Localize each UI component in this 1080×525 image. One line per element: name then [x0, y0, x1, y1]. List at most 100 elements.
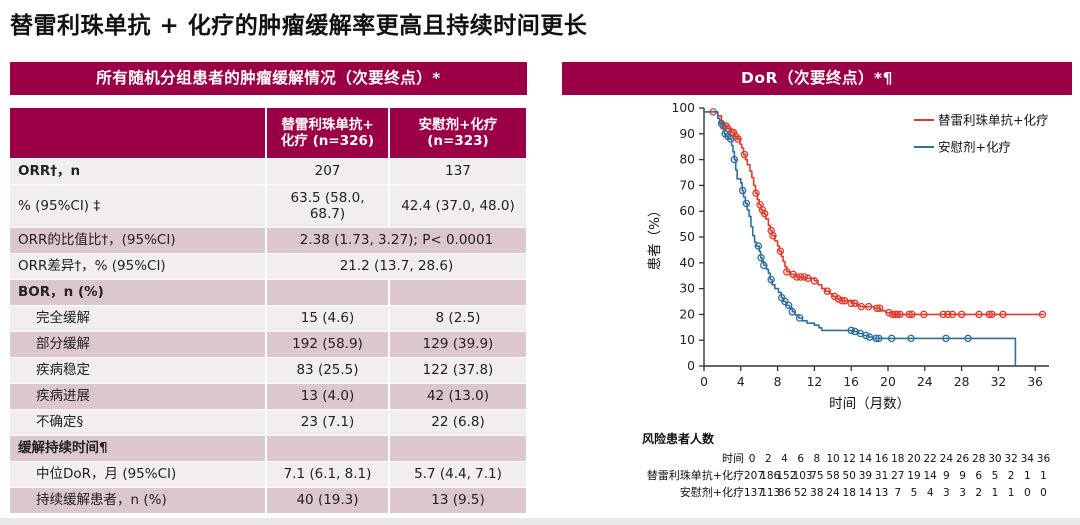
censor-mark — [905, 310, 913, 319]
value-cell: 13 (4.0) — [267, 384, 388, 409]
merged-value: 2.38 (1.73, 3.27); P< 0.0001 — [267, 228, 526, 253]
censor-mark — [873, 304, 881, 312]
row-label: 部分缓解 — [10, 332, 265, 357]
censor-mark — [841, 296, 849, 305]
censor-mark — [730, 155, 739, 164]
legend-label: 替雷利珠单抗+化疗 — [938, 113, 1048, 128]
risk-count: 28 — [972, 453, 986, 465]
y-tick-label: 50 — [679, 230, 695, 244]
censor-mark — [726, 135, 735, 143]
censor-mark — [847, 326, 855, 335]
table-row: ORR†，n 207 137 — [10, 159, 527, 184]
row-label: ORR†，n — [10, 159, 265, 184]
risk-time-row: 时间 0 2 4 6 8 10 12 14 16 18 20 22 24 26 28 30 32 34 36 — [562, 450, 1070, 467]
censor-mark — [738, 186, 747, 195]
risk-count: 1 — [1040, 470, 1047, 482]
km-chart: 0 10 20 30 40 50 60 70 80 90 100 0 4 8 12 16 20 24 28 32 36 时… — [647, 101, 1049, 412]
x-axis-label: 时间（月数） — [829, 396, 910, 412]
risk-series-row: 安慰剂+化疗 137 113 86 52 38 24 18 14 13 7 5 4 3 3 2 1 1 0 0 — [562, 484, 1070, 501]
censor-mark — [760, 210, 769, 218]
y-tick-label: 60 — [679, 204, 695, 218]
risk-count: 18 — [842, 487, 856, 499]
risk-count: 39 — [858, 470, 873, 482]
censor-mark — [888, 310, 897, 319]
risk-count: 5 — [910, 487, 918, 499]
risk-count: 19 — [907, 470, 921, 482]
censor-mark — [907, 334, 915, 343]
censor-mark — [985, 310, 993, 319]
row-label: 疾病进展 — [10, 384, 265, 409]
risk-count: 1 — [991, 487, 999, 499]
censor-mark — [800, 273, 809, 281]
censor-mark — [793, 273, 801, 281]
value-cell: 8 (2.5) — [390, 306, 526, 331]
row-label: BOR，n (%) — [10, 280, 265, 305]
risk-row-label: 替雷利珠单抗+化疗 — [646, 469, 744, 482]
row-label: 不确定§ — [10, 410, 265, 435]
risk-table-title: 风险患者人数 — [642, 432, 715, 446]
table-row: 部分缓解 192 (58.9) 129 (39.9) — [10, 332, 527, 357]
risk-count: 86 — [777, 487, 792, 499]
bottom-strip — [0, 518, 1080, 525]
y-tick-label: 0 — [687, 359, 695, 373]
censor-mark — [795, 314, 804, 322]
censor-mark — [875, 304, 884, 312]
censor-mark — [760, 261, 768, 270]
risk-count: 8 — [813, 453, 821, 465]
censor-mark — [783, 268, 791, 276]
censor-mark — [838, 296, 846, 305]
row-label: % (95%CI) ‡ — [10, 185, 265, 227]
table-row: 不确定§ 23 (7.1) 22 (6.8) — [10, 410, 527, 435]
risk-count: 50 — [842, 470, 856, 482]
y-axis-label: 患者（%） — [647, 204, 663, 271]
table-row: 疾病进展 13 (4.0) 42 (13.0) — [10, 384, 527, 409]
censor-mark — [872, 334, 880, 343]
table-row: ORR的比值比†，(95%CI) 2.38 (1.73, 3.27); P< 0.… — [10, 228, 527, 253]
risk-count: 0 — [748, 453, 756, 465]
censor-mark — [1038, 310, 1047, 319]
table-row: 缓解持续时间¶ — [10, 436, 527, 461]
risk-row-label: 时间 — [722, 452, 744, 465]
table-header-row: 替雷利珠单抗+ 化疗 (n=326) 安慰剂+化疗 (n=323) — [10, 108, 527, 158]
risk-count: 152 — [776, 470, 797, 482]
response-panel-header: 所有随机分组患者的肿瘤缓解情况（次要终点）* — [10, 62, 527, 95]
value-cell: 7.1 (6.1, 8.1) — [267, 462, 388, 487]
risk-count: 26 — [955, 453, 970, 465]
censor-mark — [834, 295, 843, 303]
censor-mark — [740, 150, 749, 159]
censor-mark — [875, 334, 883, 343]
row-label: 完全缓解 — [10, 306, 265, 331]
censor-mark — [734, 135, 742, 143]
risk-count: 4 — [781, 453, 788, 465]
risk-count: 137 — [744, 487, 765, 499]
censor-mark — [942, 334, 950, 343]
risk-count: 34 — [1020, 453, 1034, 465]
risk-count: 1 — [1007, 487, 1015, 499]
censor-mark — [804, 274, 812, 283]
value-cell: 40 (19.3) — [267, 488, 388, 513]
censor-mark — [784, 301, 793, 310]
x-tick-label: 20 — [880, 375, 896, 389]
risk-count: 207 — [744, 470, 765, 482]
table-row: ORR差异†，% (95%CI) 21.2 (13.7, 28.6) — [10, 254, 527, 279]
risk-count: 103 — [792, 470, 813, 482]
column-header: 替雷利珠单抗+ 化疗 (n=326) — [267, 108, 388, 158]
slide-title: 替雷利珠单抗 + 化疗的肿瘤缓解率更高且持续时间更长 — [10, 13, 588, 39]
censor-mark — [857, 302, 866, 311]
censor-mark — [999, 310, 1007, 319]
y-tick-label: 10 — [679, 333, 695, 347]
risk-count: 32 — [1004, 453, 1018, 465]
row-label: 中位DoR，月 (95%CI) — [10, 462, 265, 487]
censor-mark — [862, 331, 870, 340]
risk-count: 20 — [907, 453, 921, 465]
dor-panel: DoR（次要终点）*¶ 0 10 20 30 40 50 60 70 80 90 100 0 4 8 12 1… — [562, 62, 1072, 499]
value-cell: 192 (58.9) — [267, 332, 388, 357]
risk-series-row: 替雷利珠单抗+化疗 207 186 152 103 75 58 50 39 31 27 19 14 9 9 6… — [562, 467, 1070, 484]
censor-mark — [796, 273, 805, 281]
censor-mark — [944, 310, 952, 319]
censor-mark — [757, 253, 765, 262]
risk-count: 0 — [1023, 487, 1031, 499]
censor-mark — [896, 310, 904, 319]
censor-mark — [887, 334, 896, 343]
x-tick-label: 0 — [700, 375, 708, 389]
